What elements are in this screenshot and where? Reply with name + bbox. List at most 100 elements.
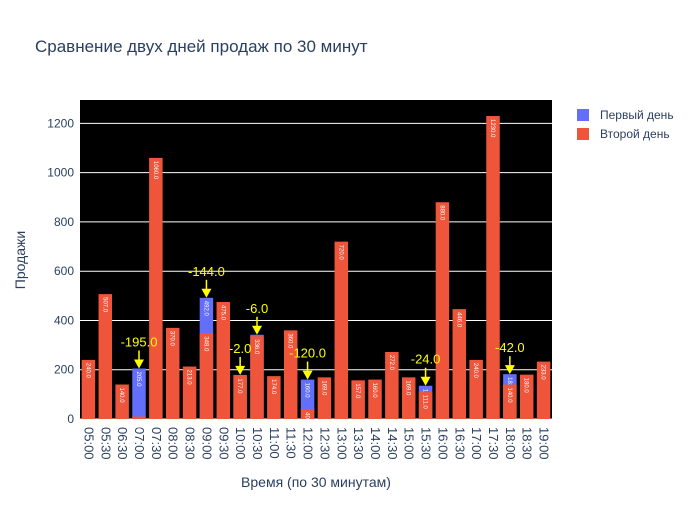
annotation: -144.0 [188,264,225,279]
data-label: 475.0 [219,305,225,321]
annotation-arrowhead [420,376,431,386]
y-tick-label: 400 [54,313,74,327]
data-label: 1230.0 [489,119,495,138]
annotation: -6.0 [246,301,268,316]
data-label: 169.0 [320,380,326,396]
bar [132,416,146,419]
x-tick-label: 18:00 [503,427,518,460]
x-tick-label: 14:00 [368,427,383,460]
x-tick-label: 07:00 [132,427,147,460]
x-tick-label: 10:30 [250,427,265,460]
data-label: 111.0 [422,395,428,410]
bar [115,384,129,419]
x-tick-label: 11:00 [267,427,282,459]
x-tick-label: 15:30 [419,427,434,460]
annotation: -195.0 [121,335,158,350]
legend-label: Второй день [600,127,670,141]
bar [300,409,315,419]
annotation-arrowhead [235,365,246,375]
data-label: 446.0 [455,312,461,328]
y-tick-label: 600 [54,264,74,278]
data-label: 10.0 [135,420,141,432]
data-label: 233.0 [540,365,546,381]
y-tick-label: 800 [54,215,74,229]
data-label: 507.0 [101,297,107,313]
data-label: 272.0 [388,355,394,371]
annotation-arrowhead [504,365,515,375]
x-tick-label: 06:30 [115,427,130,460]
data-label: 880.0 [438,205,444,221]
x-tick-label: 09:00 [199,427,214,460]
bar [199,333,214,419]
bar [132,368,146,419]
x-tick-label: 15:00 [402,427,417,460]
bar [98,294,113,419]
x-tick-label: 19:00 [537,427,552,460]
y-axis-title: Продажи [12,231,28,289]
bar [401,377,416,419]
data-label: 40.0 [304,412,310,424]
x-tick-label: 16:00 [435,427,450,460]
data-label: 1060.0 [152,161,158,180]
data-label: 213.0 [186,370,192,386]
data-label: 160.0 [371,383,377,399]
y-tick-label: 0 [67,412,74,426]
bar [182,366,197,419]
annotation: -2.0 [229,341,251,356]
x-tick-label: 05:00 [81,427,96,460]
x-tick-label: 13:00 [334,427,349,460]
bar [216,301,231,419]
bar [81,359,96,419]
bar [165,327,180,419]
legend-label: Первый день [600,108,674,122]
bar [317,377,332,419]
annotation-arrowhead [201,288,212,298]
legend-swatch [577,128,589,140]
data-label: 160.0 [304,383,310,399]
data-label: 140.0 [506,388,512,404]
data-label: 240.0 [84,363,90,379]
y-tick-label: 200 [54,363,74,377]
data-label: 360.0 [287,333,293,349]
x-tick-label: 18:30 [520,427,535,460]
bar [536,361,551,419]
x-tick-label: 12:30 [317,427,332,460]
x-tick-label: 13:30 [351,427,366,460]
bar [519,374,534,419]
x-tick-label: 14:30 [385,427,400,460]
bar [283,330,298,419]
annotation: -42.0 [495,340,525,355]
x-tick-label: 05:30 [98,427,113,460]
bar [486,116,500,419]
data-label: 336.0 [253,339,259,355]
annotation: -24.0 [411,352,441,367]
data-label: 205.0 [135,372,141,388]
bar [334,241,349,419]
bar [250,336,264,419]
x-tick-label: 17:00 [469,427,484,460]
bar [452,309,467,419]
legend-swatch [577,109,589,121]
bar [149,157,163,419]
data-label: 140.0 [118,388,124,404]
x-tick-label: 09:30 [216,427,231,460]
bar [267,376,281,419]
annotation: -120.0 [289,346,326,361]
x-tick-label: 08:30 [183,427,198,460]
x-tick-label: 16:30 [452,427,467,460]
data-label: 169.0 [405,380,411,396]
bar [435,202,450,419]
x-tick-label: 08:00 [166,427,181,460]
data-label: 492.0 [202,301,208,317]
bar [503,384,517,419]
data-label: 177.0 [236,378,242,394]
data-label: 348.0 [202,336,208,352]
bar [469,359,483,419]
x-tick-label: 11:30 [284,427,299,459]
bar [368,379,382,419]
bar [418,391,433,419]
annotation-arrowhead [252,325,262,335]
annotation-arrowhead [302,370,313,380]
bar [233,375,247,419]
